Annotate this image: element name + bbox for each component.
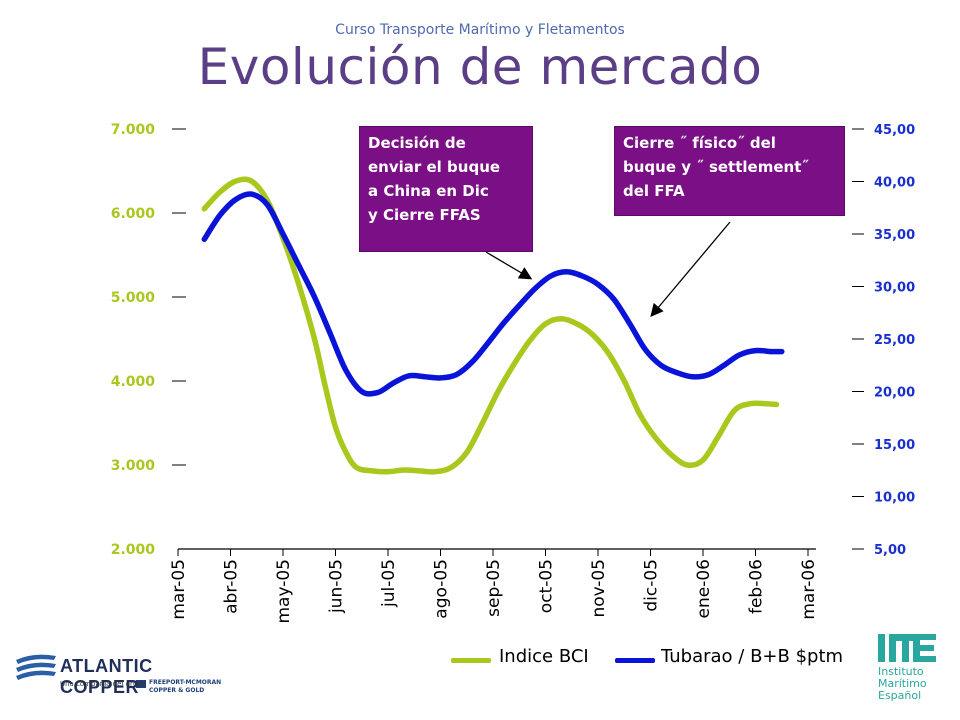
x-tick-label: ene-06	[694, 559, 714, 618]
series-line-tubarao	[201, 191, 785, 397]
x-tick-label: mar-06	[799, 559, 819, 620]
y-right-tick-label: 30,00	[874, 281, 915, 296]
y-left-tick-label: 4.000	[111, 374, 156, 390]
freeport-text: FREEPORT-MCMORAN	[149, 679, 222, 686]
ime-logo: Instituto Marítimo Español	[876, 632, 938, 704]
x-tick-label: mar-05	[169, 559, 189, 620]
legend-label-bci: Indice BCI	[499, 646, 589, 667]
y-right-tick-label: 20,00	[874, 386, 915, 401]
y-left-tick-label: 2.000	[111, 542, 156, 558]
course-subtitle: Curso Transporte Marítimo y Fletamentos	[335, 22, 625, 38]
atlantic-copper-name: ATLANTIC COPPER	[60, 656, 153, 697]
ime-mark-icon	[878, 634, 936, 662]
callout-decision: Decisión de enviar el buque a China en D…	[359, 126, 533, 252]
y-left-tick-label: 6.000	[111, 206, 156, 222]
y-right-tick-label: 40,00	[874, 176, 915, 191]
x-tick-label: oct-05	[537, 559, 557, 613]
x-tick-label: nov-05	[589, 559, 609, 618]
ime-text-3: Español	[878, 689, 922, 702]
legend-swatch-bci	[451, 658, 491, 663]
ime-text-1: Instituto	[878, 665, 924, 678]
x-tick-label: abr-05	[222, 559, 242, 614]
x-tick-label: jun-05	[327, 559, 347, 614]
x-tick-label: jul-05	[379, 559, 399, 608]
atlantic-copper-logo: ATLANTIC COPPER Una compañía del grupo F…	[14, 650, 224, 698]
x-tick-label: feb-06	[747, 559, 767, 614]
y-right-tick-label: 25,00	[874, 333, 915, 348]
series-line-bci	[201, 176, 780, 475]
y-right-tick-label: 15,00	[874, 438, 915, 453]
y-right-tick-label: 35,00	[874, 228, 915, 243]
callout-settlement: Cierre ˝ físico˝ del buque y ˝ settlemen…	[614, 126, 845, 216]
y-left-tick-label: 7.000	[111, 122, 156, 138]
x-tick-label: sep-05	[484, 559, 504, 617]
y-left-tick-label: 5.000	[111, 290, 156, 306]
chart-ticks: 2.000 3.000 4.000 5.000 6.000 7.000 5,00 10,00 1…	[111, 122, 915, 624]
page-title: Evolución de mercado	[197, 38, 763, 96]
legend-label-tubarao: Tubarao / B+B $ptm	[661, 646, 844, 667]
x-tick-label: dic-05	[642, 559, 662, 612]
callout-arrows	[485, 221, 731, 317]
y-left-tick-label: 3.000	[111, 458, 156, 474]
callout-arrow-left	[485, 251, 533, 280]
y-right-tick-label: 5,00	[874, 543, 906, 558]
chart-legend: Indice BCI Tubarao / B+B $ptm	[443, 640, 853, 680]
atlantic-copper-tagline: Una compañía del grupo	[60, 680, 147, 688]
x-tick-label: may-05	[274, 559, 294, 624]
legend-swatch-tubarao	[615, 658, 655, 663]
callout-arrow-right	[650, 221, 731, 317]
chart-lines	[201, 176, 785, 475]
ime-text-2: Marítimo	[878, 677, 927, 690]
atlantic-copper-mark-icon	[16, 654, 146, 688]
y-right-tick-label: 10,00	[874, 491, 915, 506]
copper-gold-text: COPPER & GOLD	[149, 687, 205, 694]
x-tick-label: ago-05	[432, 559, 452, 619]
y-right-tick-label: 45,00	[874, 123, 915, 138]
